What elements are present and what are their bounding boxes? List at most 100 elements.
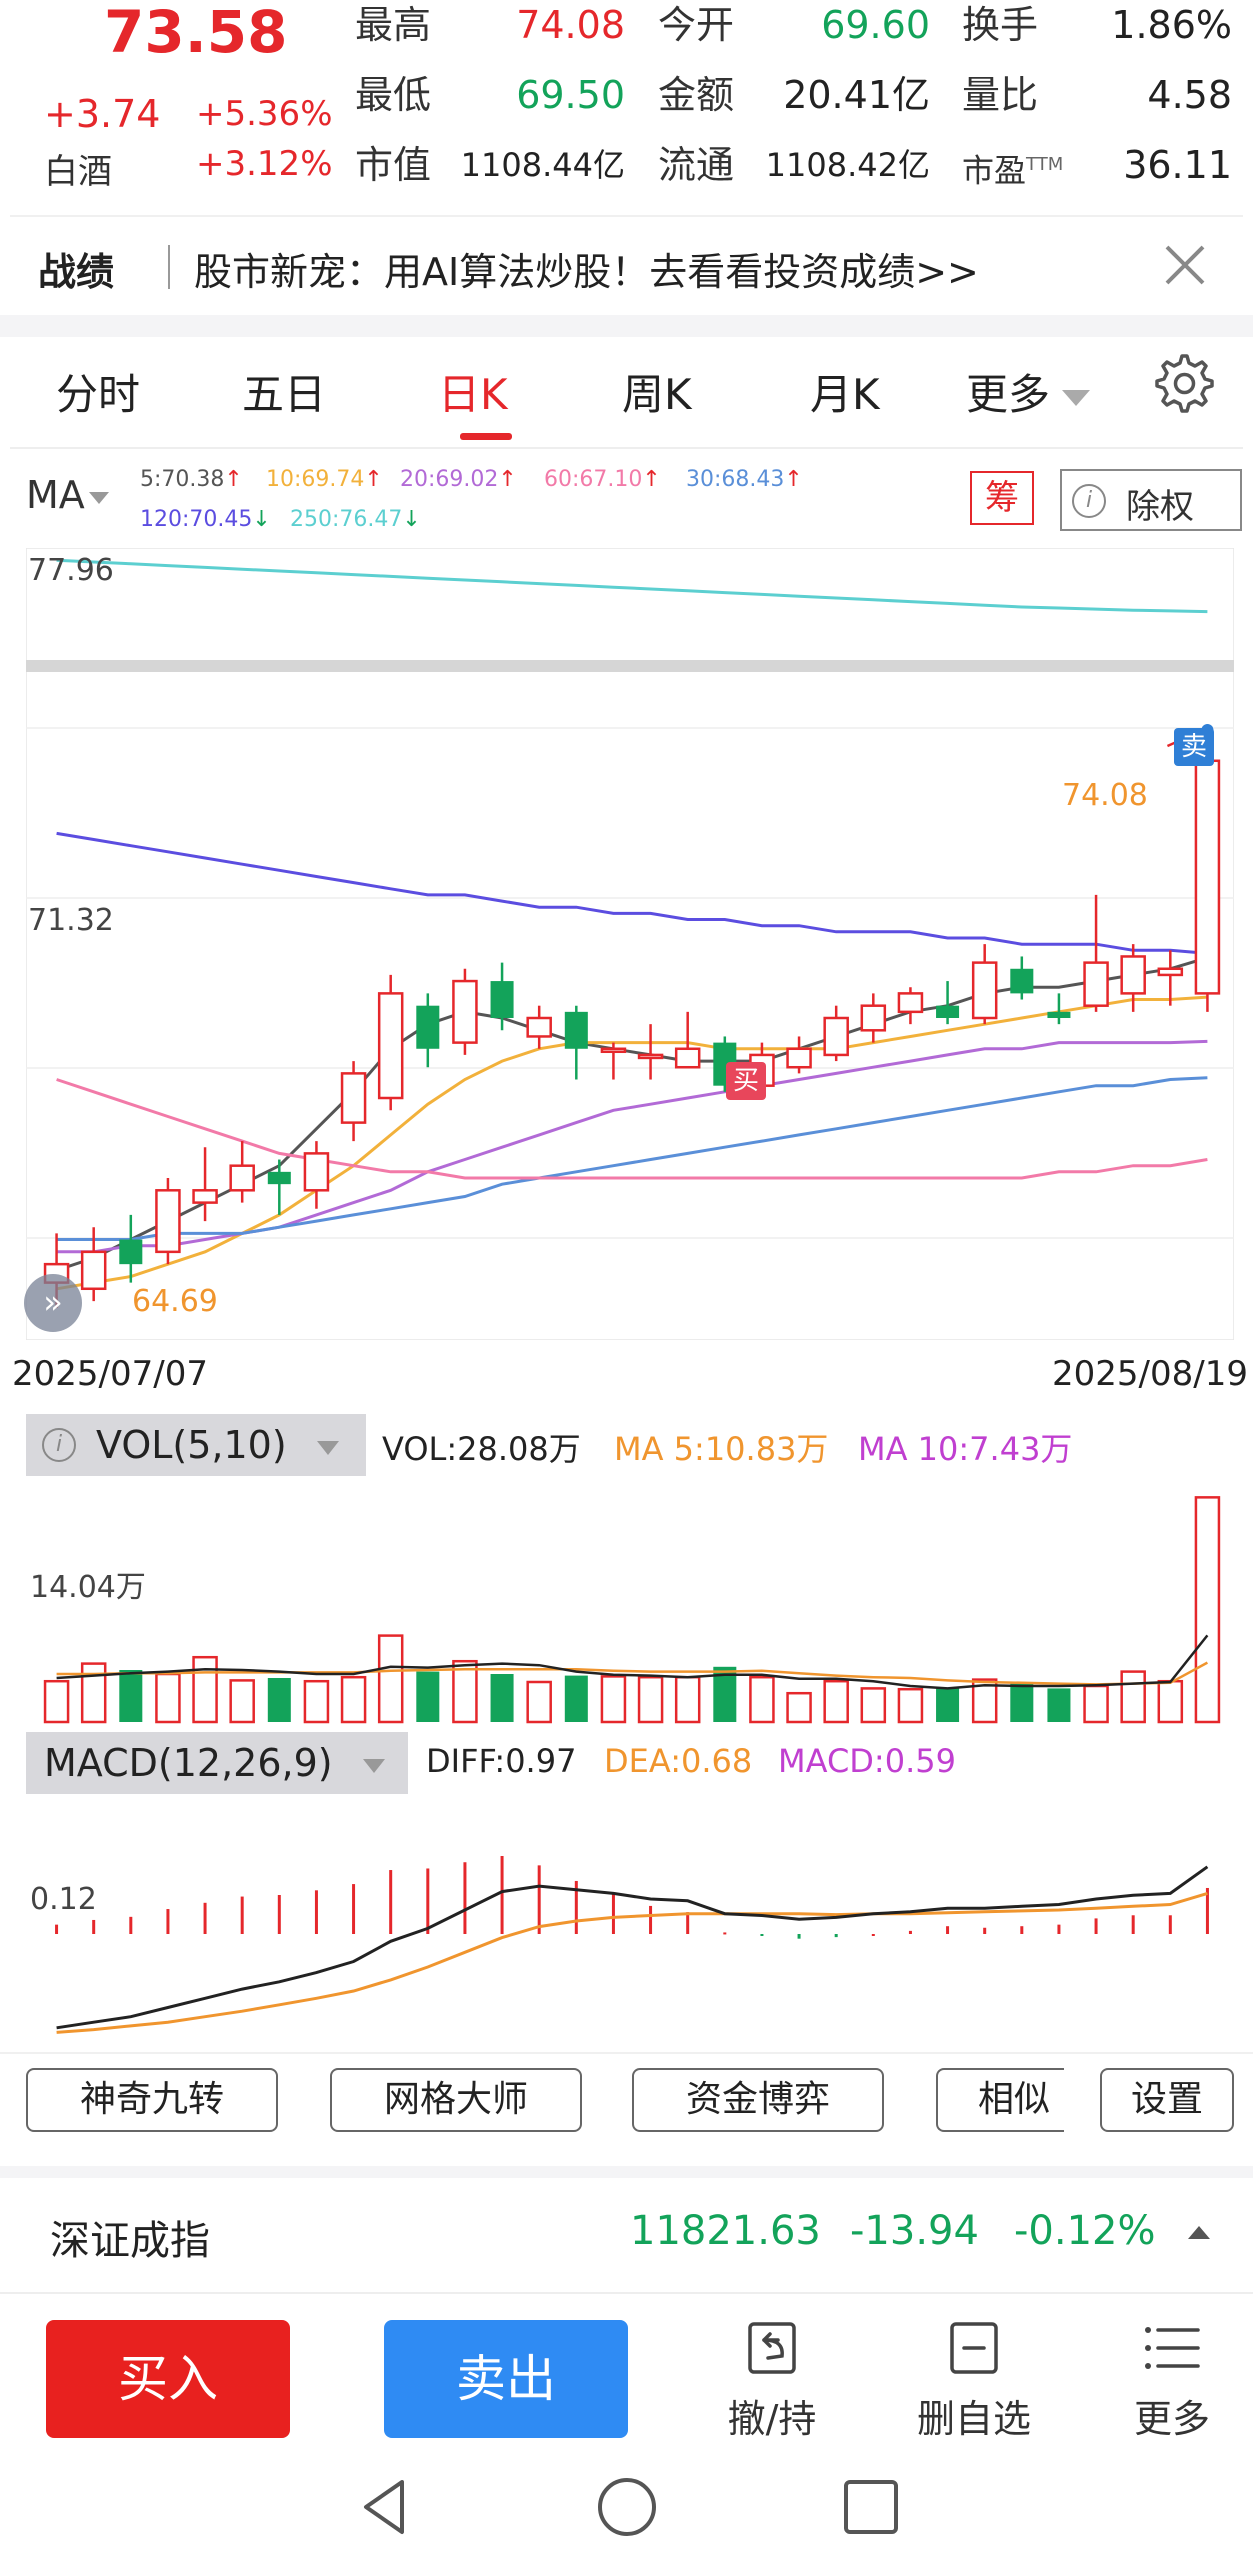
- gear-icon[interactable]: [1151, 351, 1217, 417]
- arrow-up-icon: ↑: [498, 467, 517, 492]
- remove-watchlist-button[interactable]: 删自选: [894, 2316, 1054, 2446]
- tool-grid-master[interactable]: 网格大师: [330, 2068, 582, 2132]
- arrow-up-icon: ↑: [364, 467, 383, 492]
- chip-distribution-button[interactable]: 筹: [970, 471, 1034, 525]
- tab-daily-k[interactable]: 日K: [438, 370, 508, 419]
- macd-chart[interactable]: [26, 1796, 1234, 2046]
- ma-title-text: MA: [26, 473, 85, 517]
- candle-body: [340, 1072, 367, 1124]
- volume-bar: [80, 1662, 107, 1724]
- macd-hist-bar: [1057, 1924, 1061, 1934]
- candle-body: [971, 961, 998, 1020]
- ex-rights-button[interactable]: i 除权: [1060, 469, 1242, 531]
- volume-bar: [340, 1675, 367, 1724]
- ma-selector[interactable]: MA: [26, 473, 109, 517]
- tab-more-label: 更多: [966, 370, 1051, 419]
- ma120-line: [56, 831, 1208, 955]
- candle-body: [229, 1164, 255, 1192]
- volume-bar: [713, 1666, 737, 1722]
- ex-rights-label: 除权: [1126, 487, 1194, 527]
- sell-signal-marker[interactable]: 卖: [1174, 728, 1214, 766]
- vol-ma5-value: MA 5:10.83万: [614, 1430, 829, 1468]
- tab-monthly-k[interactable]: 月K: [810, 370, 880, 419]
- candlestick-chart[interactable]: [26, 548, 1234, 1340]
- volume-selector[interactable]: i VOL(5,10): [26, 1414, 366, 1476]
- more-button[interactable]: 更多: [1092, 2316, 1252, 2446]
- volume-bar: [860, 1687, 887, 1724]
- banner-tag: 战绩: [38, 250, 115, 294]
- volume-title: VOL(5,10): [96, 1423, 287, 1467]
- remove-watchlist-label: 删自选: [916, 2397, 1031, 2441]
- date-end-label: 2025/08/19: [1052, 1354, 1248, 1394]
- ma120-text: 120:70.45: [140, 507, 253, 532]
- cancel-order-icon: [748, 2322, 796, 2374]
- macd-dea-value: DEA:0.68: [604, 1742, 753, 1780]
- tool-settings[interactable]: 设置: [1100, 2068, 1234, 2132]
- candle-body: [155, 1189, 181, 1254]
- macd-hist-bar: [1094, 1918, 1098, 1934]
- sector-change-pct: +3.12%: [196, 144, 333, 184]
- tab-more[interactable]: 更多: [966, 361, 1091, 422]
- candle-body: [119, 1239, 143, 1265]
- mcap-label: 市值: [355, 143, 432, 187]
- tool-fund-game[interactable]: 资金博弈: [632, 2068, 884, 2132]
- buy-signal-marker[interactable]: 买: [726, 1062, 766, 1100]
- section-gap: [0, 2166, 1253, 2178]
- volume-bar: [1157, 1679, 1184, 1724]
- candle-body: [936, 1005, 960, 1018]
- y-axis-mid-label: 71.32: [28, 903, 114, 938]
- candle-body: [637, 1053, 664, 1060]
- index-ticker[interactable]: 深证成指 11821.63 -13.94 -0.12%: [0, 2178, 1253, 2288]
- volume-bar: [526, 1680, 552, 1724]
- expand-panel-icon[interactable]: »: [24, 1274, 82, 1332]
- candle-body: [303, 1152, 330, 1192]
- macd-hist-bar: [611, 1893, 615, 1934]
- sell-button[interactable]: 卖出: [384, 2320, 628, 2438]
- candle-body: [267, 1171, 291, 1185]
- close-icon[interactable]: [1157, 237, 1213, 293]
- recent-apps-icon[interactable]: [838, 2474, 904, 2540]
- macd-hist-bar: [352, 1884, 356, 1934]
- tool-similar[interactable]: 相似: [936, 2068, 1064, 2132]
- volume-bar: [564, 1675, 588, 1722]
- arrow-up-icon: ↑: [642, 467, 661, 492]
- cancel-hold-button[interactable]: 撤/持: [692, 2316, 852, 2446]
- volume-bar: [303, 1679, 330, 1724]
- banner-text[interactable]: 股市新宠：用AI算法炒股！去看看投资成绩>>: [194, 250, 979, 294]
- macd-hist-bar: [649, 1905, 653, 1934]
- price-change-pct: +5.36%: [196, 94, 333, 134]
- vol-ma10-value: MA 10:7.43万: [858, 1430, 1073, 1468]
- home-icon[interactable]: [594, 2474, 660, 2540]
- volume-bar: [267, 1678, 291, 1722]
- ma10-text: 10:69.74: [266, 467, 365, 492]
- diff-line: [56, 1865, 1209, 2030]
- candle-body: [192, 1189, 218, 1204]
- tab-five-day[interactable]: 五日: [242, 370, 327, 419]
- tool-magic-nine[interactable]: 神奇九转: [26, 2068, 278, 2132]
- more-label: 更多: [1133, 2397, 1210, 2441]
- volume-bar: [600, 1675, 627, 1724]
- macd-hist-bar: [797, 1934, 801, 1939]
- volume-bar: [119, 1670, 143, 1722]
- volume-bar: [674, 1675, 701, 1724]
- period-tabs: 分时 五日 日K 周K 月K 更多: [10, 337, 1243, 449]
- macd-hist-bar: [314, 1890, 318, 1934]
- volume-chart[interactable]: [26, 1478, 1234, 1728]
- expand-up-icon[interactable]: [1188, 2226, 1210, 2239]
- candle-body: [897, 992, 924, 1014]
- back-icon[interactable]: [352, 2474, 418, 2540]
- sector-name[interactable]: 白酒: [44, 152, 112, 192]
- candle-body: [490, 981, 514, 1018]
- volume-bar: [377, 1634, 404, 1724]
- news-banner[interactable]: 战绩 股市新宠：用AI算法炒股！去看看投资成绩>>: [10, 215, 1243, 315]
- macd-selector[interactable]: MACD(12,26,9): [26, 1732, 408, 1794]
- tab-weekly-k[interactable]: 周K: [622, 370, 692, 419]
- buy-button[interactable]: 买入: [46, 2320, 290, 2438]
- pe-label: 市盈TTM: [962, 140, 1063, 196]
- tab-intraday[interactable]: 分时: [56, 370, 141, 419]
- chevron-down-icon: [1062, 389, 1091, 406]
- volume-bar: [823, 1679, 849, 1724]
- candle-body: [1157, 967, 1184, 977]
- macd-hist-bar: [500, 1856, 504, 1934]
- macd-hist-bar: [983, 1927, 987, 1934]
